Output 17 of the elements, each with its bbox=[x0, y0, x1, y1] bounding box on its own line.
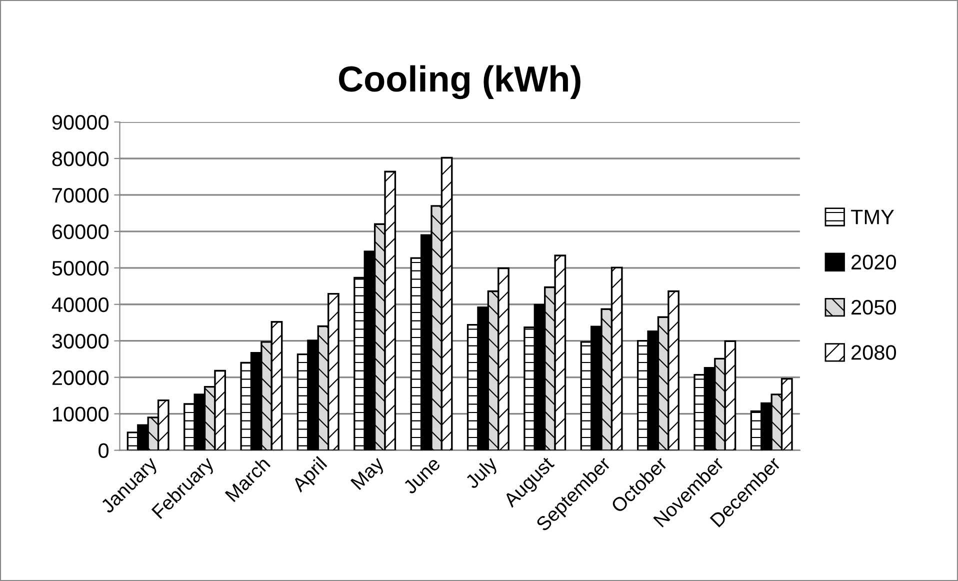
y-tick-label: 70000 bbox=[52, 188, 109, 203]
legend-label: 2050 bbox=[852, 300, 896, 315]
y-tick-label: 0 bbox=[98, 443, 109, 458]
legend-label: TMY bbox=[850, 210, 894, 224]
legend-label: 2020 bbox=[852, 254, 896, 270]
y-tick-label: 60000 bbox=[52, 224, 109, 240]
chart-title: Cooling (kWh) bbox=[338, 65, 580, 100]
legend-label: 2080 bbox=[852, 345, 896, 360]
x-tick-label: July bbox=[464, 455, 501, 492]
y-tick-label: 10000 bbox=[52, 406, 109, 422]
y-tick-label: 40000 bbox=[52, 297, 109, 312]
y-tick-label: 20000 bbox=[52, 370, 109, 386]
y-tick-label: 80000 bbox=[52, 151, 109, 166]
y-tick-label: 30000 bbox=[52, 334, 109, 349]
x-tick-label: May bbox=[350, 456, 388, 493]
y-tick-label: 50000 bbox=[52, 260, 109, 276]
y-tick-label: 90000 bbox=[52, 115, 109, 130]
